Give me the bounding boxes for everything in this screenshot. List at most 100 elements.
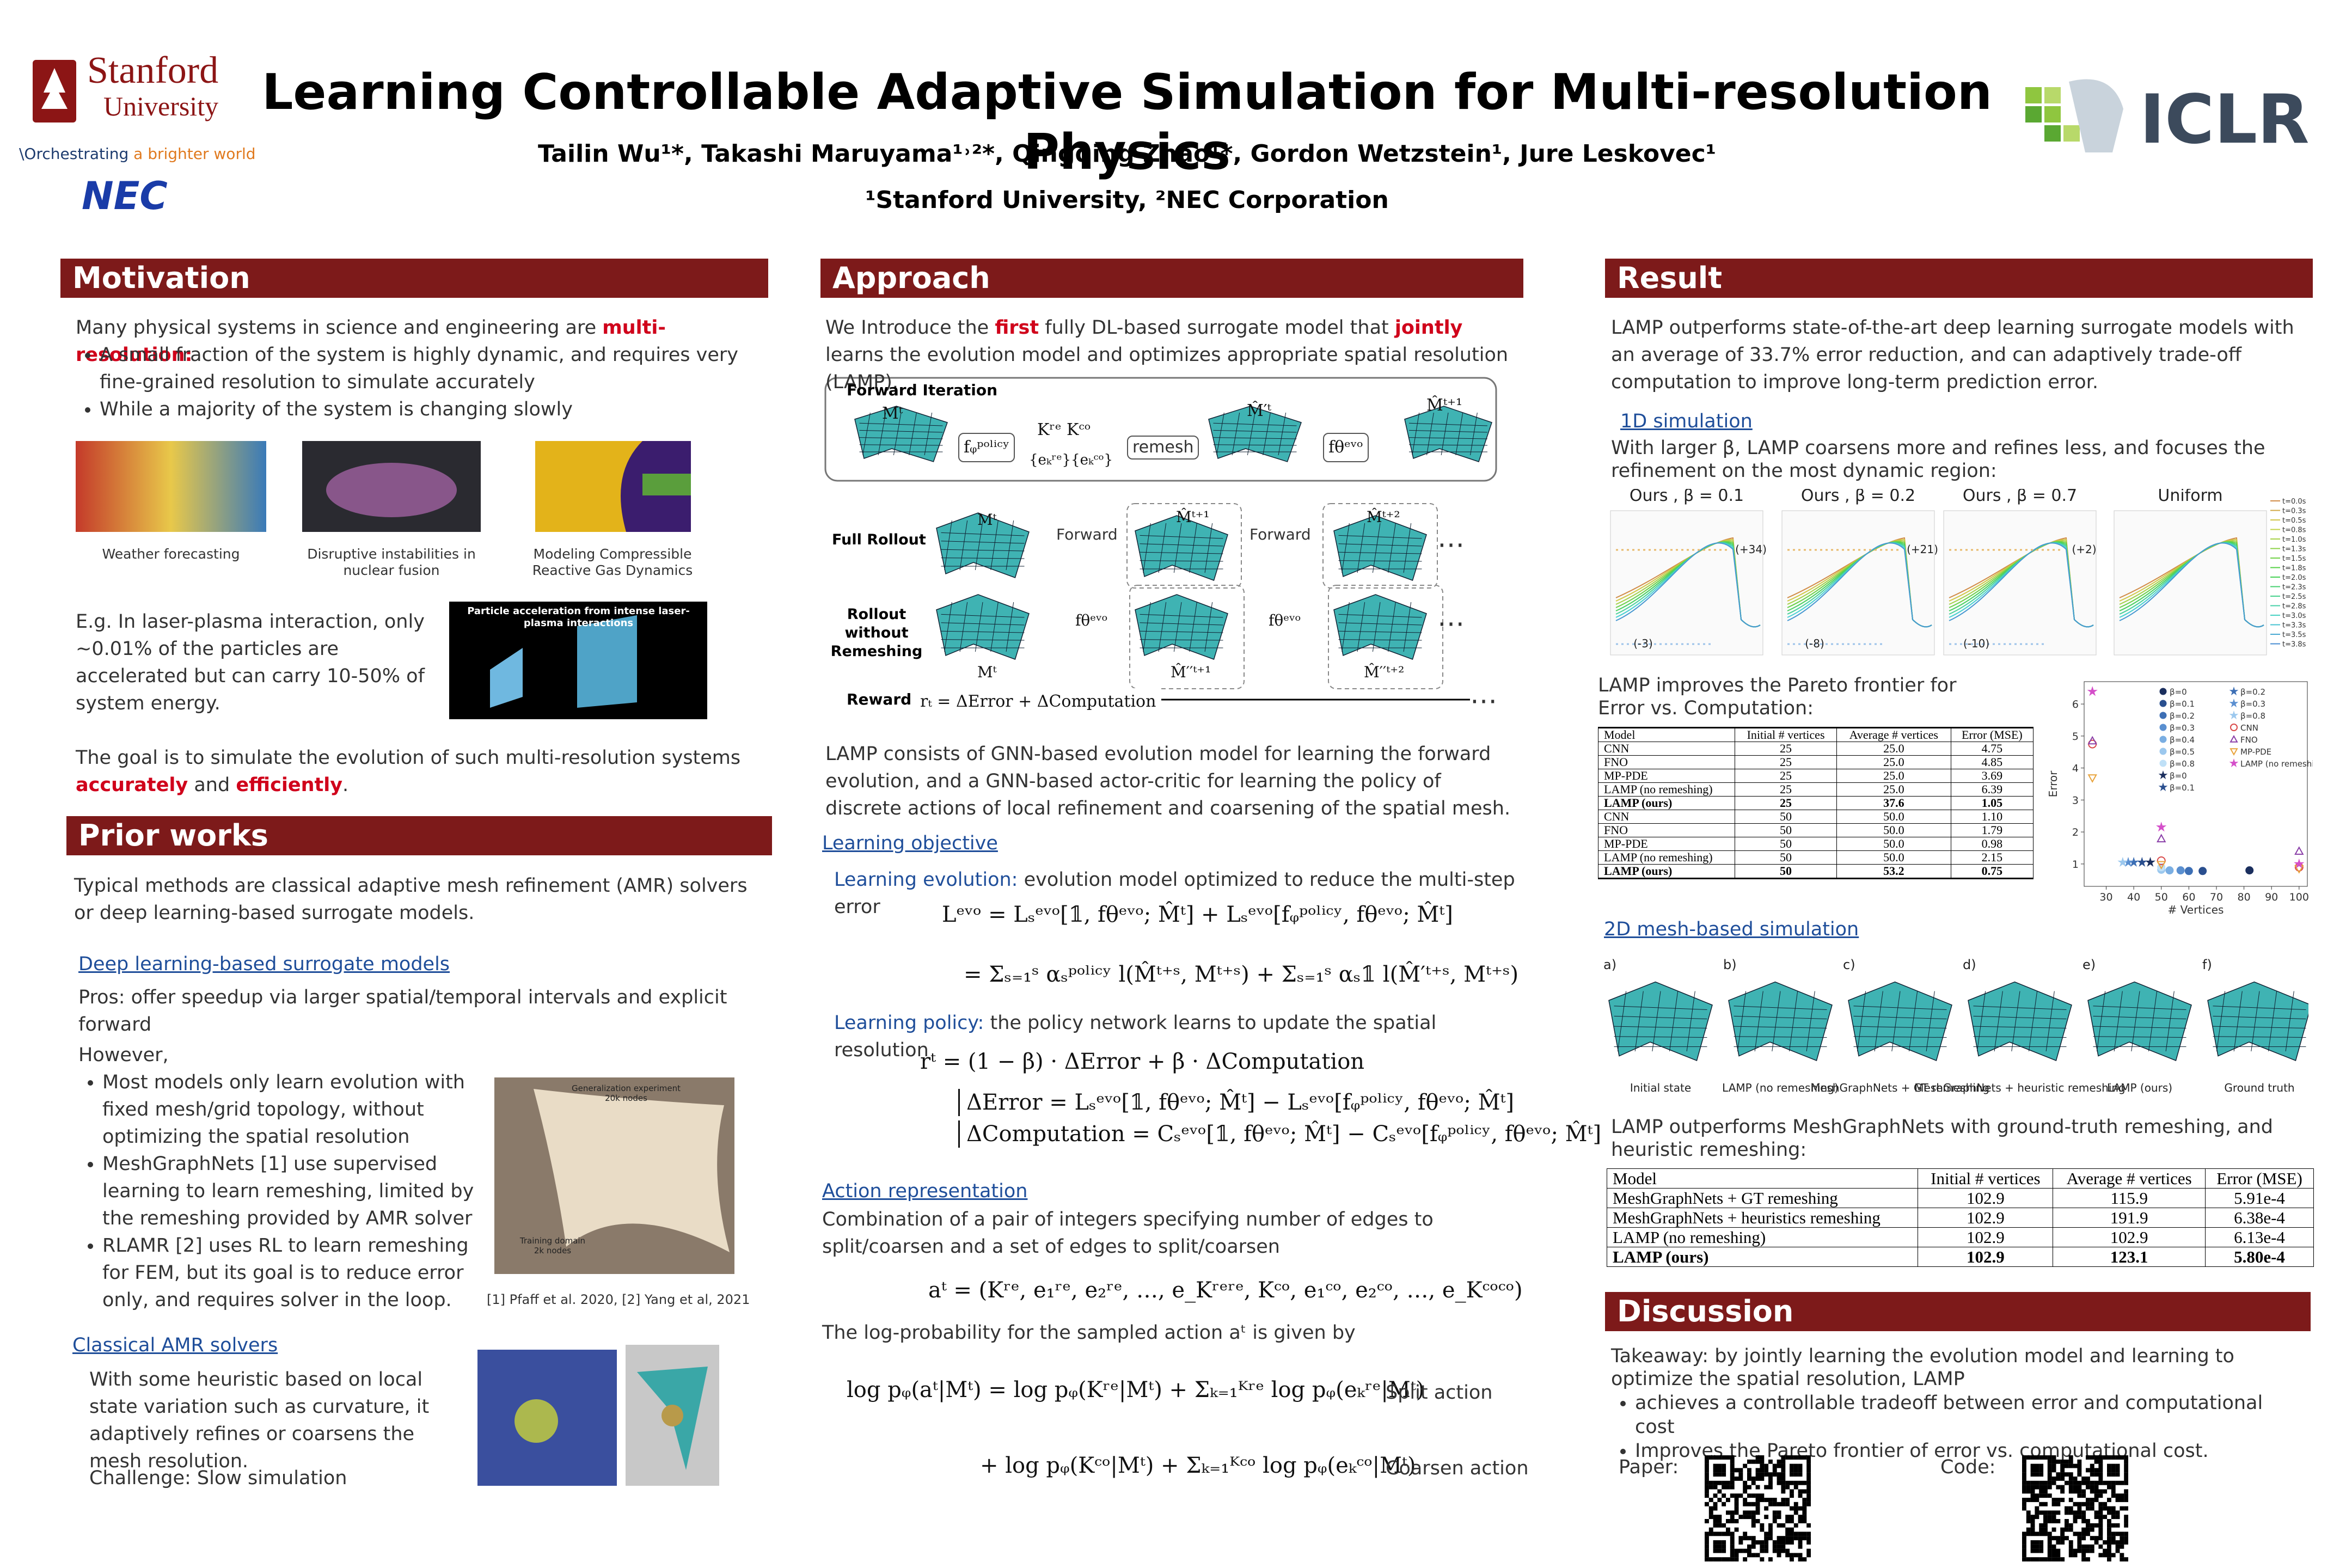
diagram-label: {eₖʳᵉ}{eₖᶜᵒ} bbox=[1029, 452, 1113, 468]
qr-module bbox=[1743, 1548, 1748, 1553]
qr-module bbox=[1806, 1468, 1811, 1473]
qr-module bbox=[2098, 1544, 2103, 1549]
qr-module bbox=[1802, 1455, 1807, 1460]
qr-module bbox=[1743, 1502, 1748, 1506]
qr-module bbox=[1722, 1463, 1726, 1468]
qr-module bbox=[2090, 1527, 2094, 1532]
qr-module bbox=[1726, 1480, 1730, 1485]
qr-module bbox=[1726, 1557, 1730, 1561]
qr-module bbox=[2111, 1540, 2116, 1545]
qr-module bbox=[2081, 1502, 2086, 1506]
laser-foil bbox=[490, 648, 523, 708]
qr-module bbox=[1713, 1493, 1718, 1498]
plot-title: Ours , β = 0.1 bbox=[1630, 489, 1744, 505]
qr-module bbox=[2111, 1523, 2116, 1528]
mesh-edge bbox=[1754, 991, 1763, 1052]
qr-module bbox=[2086, 1498, 2090, 1502]
qr-module bbox=[2124, 1477, 2128, 1481]
mesh-edge bbox=[2213, 1006, 2306, 1010]
qr-module bbox=[1743, 1498, 1748, 1502]
qr-module bbox=[2030, 1548, 2035, 1553]
qr-code bbox=[1705, 1455, 1811, 1561]
qr-module bbox=[1781, 1489, 1786, 1494]
qr-module bbox=[2111, 1553, 2116, 1558]
diagram-label: fθᵉᵛᵒ bbox=[1269, 611, 1301, 629]
mesh-fill bbox=[1208, 406, 1302, 462]
qr-module bbox=[2039, 1527, 2044, 1532]
qr-module bbox=[1764, 1506, 1769, 1511]
qr-module bbox=[1708, 1506, 1713, 1511]
mesh-edge bbox=[1158, 602, 1167, 652]
forward-iteration-box bbox=[824, 377, 1497, 482]
qr-module bbox=[2022, 1468, 2026, 1473]
diagram-label: M̂′′ᵗ⁺² bbox=[1364, 663, 1405, 681]
mesh-edge bbox=[1232, 412, 1240, 456]
data-point bbox=[2117, 856, 2128, 867]
equation: ΔError = Lₛᵉᵛᵒ[𝟙, fθᵉᵛᵒ; M̂ᵗ] − Lₛᵉᵛᵒ[fᵩ… bbox=[958, 1089, 1514, 1116]
legend-label: β=0.2 bbox=[2170, 711, 2195, 721]
text: Many physical systems in science and eng… bbox=[76, 317, 603, 339]
mesh-edge bbox=[1408, 422, 1488, 426]
qr-module bbox=[2065, 1480, 2069, 1485]
text: fully DL-based surrogate model that bbox=[1039, 317, 1395, 339]
qr-module bbox=[2051, 1468, 2056, 1473]
legend-label: β=0.3 bbox=[2240, 699, 2265, 709]
laser-foil bbox=[577, 615, 637, 708]
bullet: A small fraction of the system is highly… bbox=[100, 341, 751, 396]
qr-module bbox=[2098, 1489, 2103, 1494]
qr-module bbox=[1751, 1493, 1756, 1498]
qr-module bbox=[2039, 1463, 2044, 1468]
qr-module bbox=[2098, 1463, 2103, 1468]
table-cell: 4.75 bbox=[1950, 742, 2034, 756]
table-cell: 50 bbox=[1735, 837, 1837, 851]
qr-module bbox=[2030, 1455, 2035, 1460]
qr-module bbox=[1768, 1459, 1773, 1464]
qr-module bbox=[2056, 1510, 2061, 1515]
qr-module bbox=[1785, 1480, 1790, 1485]
wave-curve bbox=[1615, 542, 1761, 628]
qr-module bbox=[1751, 1523, 1756, 1528]
mesh-edge bbox=[1263, 412, 1271, 456]
qr-module bbox=[1755, 1510, 1760, 1515]
legend-label: t=0.8s bbox=[2282, 526, 2306, 535]
mesh-edge bbox=[1734, 1026, 1827, 1028]
qr-module bbox=[2081, 1553, 2086, 1558]
mesh-edge bbox=[1788, 991, 1798, 1052]
qr-module bbox=[1798, 1468, 1803, 1473]
qr-module bbox=[1802, 1557, 1807, 1561]
qr-module bbox=[1760, 1472, 1765, 1477]
mesh-edge bbox=[1973, 1015, 2067, 1019]
table-header-cell: Model bbox=[1597, 727, 1736, 742]
qr-module bbox=[2098, 1536, 2103, 1541]
qr-module bbox=[1760, 1544, 1765, 1549]
figure-text: Training domain 2k nodes bbox=[504, 1236, 602, 1255]
x-tick-label: 30 bbox=[2099, 891, 2112, 903]
mesh-fill bbox=[2207, 981, 2308, 1062]
text: 20k nodes bbox=[605, 1093, 647, 1103]
paragraph: LAMP outperforms state-of-the-art deep l… bbox=[1611, 317, 2294, 393]
qr-module bbox=[2068, 1455, 2073, 1460]
qr-module bbox=[1798, 1540, 1803, 1545]
qr-module bbox=[2035, 1463, 2039, 1468]
qr-module bbox=[2065, 1536, 2069, 1541]
qr-module bbox=[2094, 1498, 2099, 1502]
qr-module bbox=[2111, 1455, 2116, 1460]
qr-module bbox=[1708, 1485, 1713, 1490]
x-tick-label: 90 bbox=[2265, 891, 2278, 903]
mesh-edge bbox=[1652, 991, 1661, 1052]
qr-module bbox=[2124, 1468, 2128, 1473]
mesh-edge bbox=[878, 412, 886, 456]
y-tick-label: 2 bbox=[2072, 826, 2079, 838]
plot-title: Uniform bbox=[2158, 489, 2222, 505]
qr-module bbox=[1705, 1493, 1709, 1498]
qr-module bbox=[1722, 1493, 1726, 1498]
qr-module bbox=[2030, 1489, 2035, 1494]
qr-module bbox=[1717, 1557, 1722, 1561]
logo-iclr: ICLR bbox=[2140, 81, 2310, 159]
qr-module bbox=[2073, 1502, 2078, 1506]
qr-module bbox=[2030, 1472, 2035, 1477]
qr-module bbox=[2094, 1480, 2099, 1485]
mesh-edge bbox=[862, 412, 871, 456]
table-cell: 50 bbox=[1735, 850, 1837, 865]
qr-module bbox=[2043, 1485, 2048, 1490]
